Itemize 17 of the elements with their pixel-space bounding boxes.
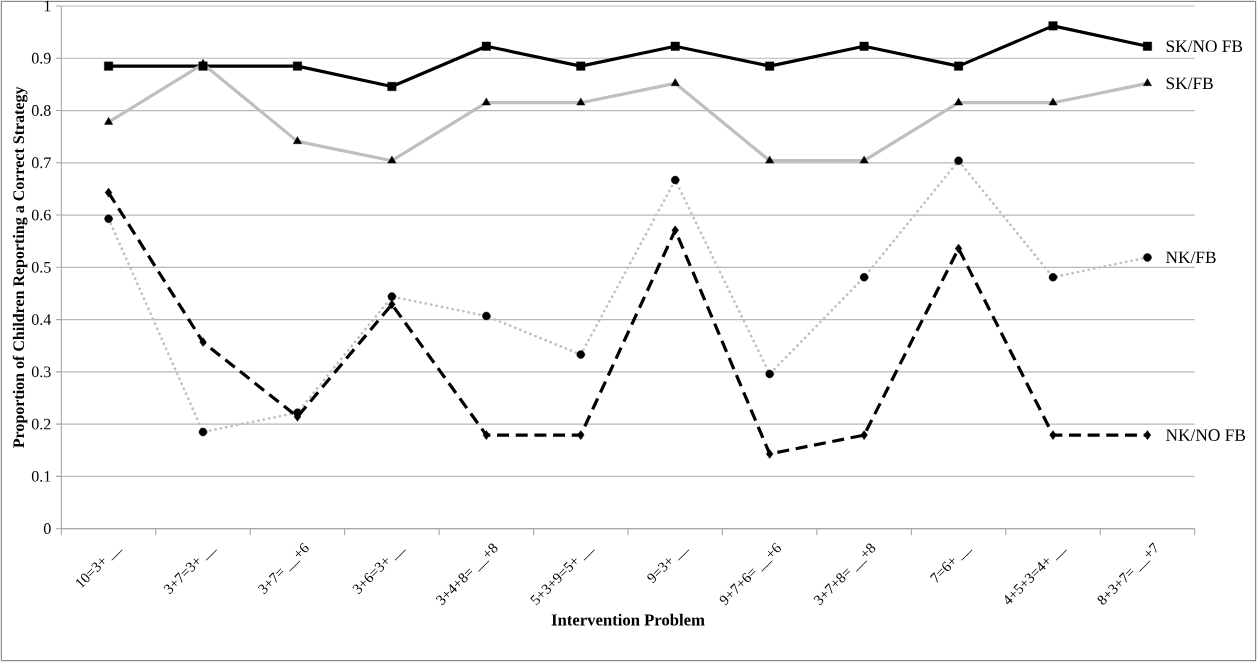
series-label: NK/FB — [1166, 251, 1216, 264]
y-tick-label: 0.5 — [31, 261, 51, 273]
y-tick-label: 1 — [44, 0, 51, 12]
series-label: SK/NO FB — [1166, 40, 1243, 53]
series-label: SK/FB — [1166, 77, 1213, 90]
x-axis-title: Intervention Problem — [551, 613, 705, 626]
y-tick-label: 0.7 — [31, 157, 51, 169]
y-tick-label: 0 — [43, 523, 51, 535]
y-axis-title: Proportion of Children Reporting a Correct Strategy — [12, 86, 28, 448]
y-tick-label: 0.8 — [31, 105, 51, 116]
y-tick-label: 0.9 — [31, 52, 51, 64]
y-tick-label: 0.4 — [31, 314, 52, 326]
y-tick-label: 0.2 — [31, 418, 51, 430]
y-tick-label: 0.1 — [31, 470, 51, 482]
y-tick-label: 0.6 — [31, 209, 51, 221]
y-tick-label: 0.3 — [31, 366, 51, 378]
series-label: NK/NO FB — [1166, 429, 1246, 441]
